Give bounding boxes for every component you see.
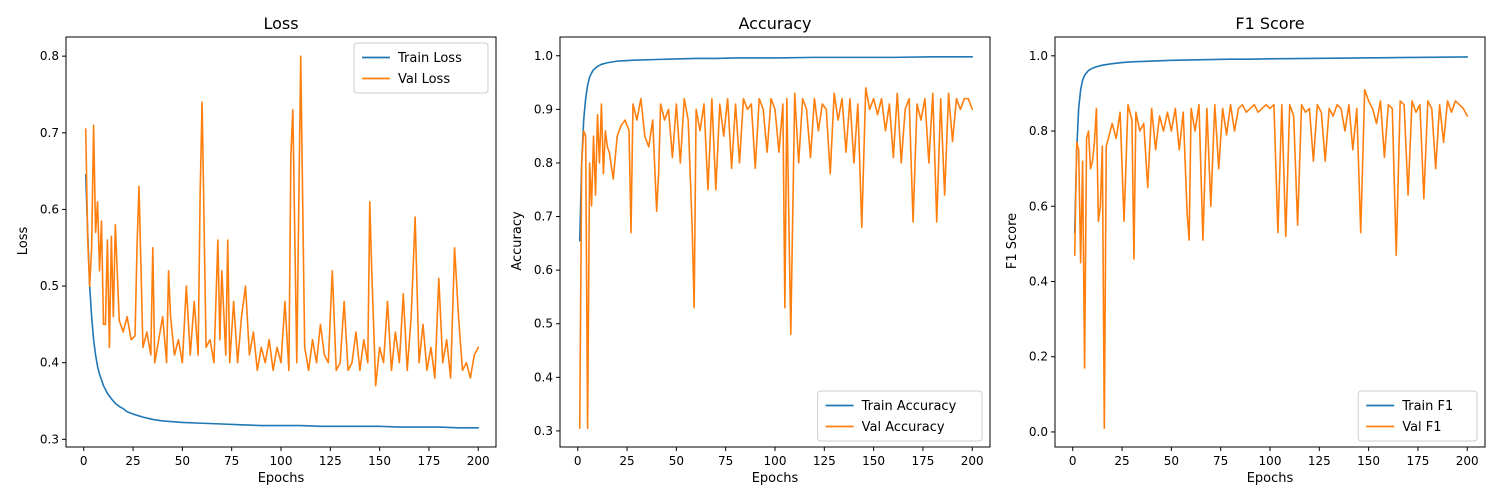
- plot-frame: [65, 36, 497, 448]
- legend-box: [817, 390, 983, 442]
- y-tick-label: 0.6: [40, 202, 59, 216]
- series-line-2: [1073, 88, 1469, 429]
- y-tick-label: 0.6: [1029, 199, 1048, 213]
- x-tick-label: 75: [224, 454, 239, 468]
- f1-score-panel: F1 Score Epochs F1 Score 0 25 50 75 100 125 15…: [1005, 14, 1486, 486]
- x-axis-label: Epochs: [1247, 471, 1294, 486]
- y-tick-label: 0.8: [534, 156, 553, 170]
- x-tick-label: 100: [270, 454, 293, 468]
- y-tick-label: 0.6: [534, 263, 553, 277]
- x-tick-label: 200: [467, 454, 490, 468]
- y-tick-label: 0.9: [534, 102, 553, 116]
- y-tick-label: 0.7: [40, 126, 59, 140]
- y-tick-label: 0.8: [1029, 124, 1048, 138]
- y-tick-label: 1.0: [534, 49, 553, 63]
- x-tick-label: 0: [1069, 454, 1077, 468]
- legend: Train Accuracy Val Accuracy: [817, 390, 983, 442]
- x-tick-label: 50: [175, 454, 190, 468]
- series-line-2: [84, 55, 480, 387]
- y-axis-label: F1 Score: [1005, 213, 1020, 269]
- legend-box: [1357, 390, 1478, 442]
- x-tick-label: 125: [1308, 454, 1331, 468]
- x-tick-label: 75: [1213, 454, 1228, 468]
- chart-title: Loss: [263, 14, 298, 33]
- x-tick-label: 100: [764, 454, 787, 468]
- x-tick-label: 125: [813, 454, 836, 468]
- x-tick-label: 150: [862, 454, 885, 468]
- x-tick-label: 175: [417, 454, 440, 468]
- series-line-1: [578, 56, 974, 242]
- legend-entry: Train F1: [1401, 399, 1453, 414]
- y-tick-label: 1.0: [1029, 49, 1048, 63]
- series-line-1: [84, 174, 480, 429]
- legend-entry: Train Loss: [397, 51, 462, 66]
- x-tick-label: 25: [619, 454, 634, 468]
- y-tick-label: 0.5: [40, 279, 59, 293]
- x-tick-label: 50: [1164, 454, 1179, 468]
- x-tick-label: 200: [1456, 454, 1479, 468]
- y-tick-label: 0.5: [534, 317, 553, 331]
- legend-entry: Val Accuracy: [862, 420, 945, 435]
- x-tick-label: 0: [80, 454, 88, 468]
- legend-entry: Val Loss: [398, 72, 450, 87]
- y-tick-label: 0.7: [534, 210, 553, 224]
- x-tick-label: 50: [669, 454, 684, 468]
- chart-title: Accuracy: [738, 14, 811, 33]
- y-axis-label: Loss: [16, 227, 31, 256]
- series-line-2: [578, 87, 974, 430]
- y-tick-label: 0.8: [40, 49, 59, 63]
- accuracy-panel: Accuracy Epochs Accuracy 0 25 50 75 100 125 15…: [510, 14, 991, 486]
- x-tick-label: 200: [961, 454, 984, 468]
- y-tick-label: 0.4: [534, 370, 553, 384]
- x-tick-label: 175: [1406, 454, 1429, 468]
- x-tick-label: 75: [718, 454, 733, 468]
- x-tick-label: 25: [1114, 454, 1129, 468]
- legend: Train Loss Val Loss: [353, 42, 489, 94]
- x-tick-label: 25: [125, 454, 140, 468]
- legend-entry: Val F1: [1402, 420, 1441, 435]
- y-tick-label: 0.0: [1029, 425, 1048, 439]
- y-tick-label: 0.3: [534, 424, 553, 438]
- series-line-1: [1073, 56, 1469, 234]
- x-axis-label: Epochs: [752, 471, 799, 486]
- plot-frame: [1054, 36, 1486, 448]
- y-tick-label: 0.4: [40, 356, 59, 370]
- y-tick-label: 0.4: [1029, 274, 1048, 288]
- legend-box: [353, 42, 489, 94]
- x-tick-label: 100: [1259, 454, 1282, 468]
- y-tick-label: 0.3: [40, 432, 59, 446]
- x-tick-label: 125: [319, 454, 342, 468]
- legend-entry: Train Accuracy: [861, 399, 957, 414]
- x-axis-label: Epochs: [258, 471, 305, 486]
- y-axis-label: Accuracy: [510, 211, 525, 271]
- x-tick-label: 150: [368, 454, 391, 468]
- y-tick-label: 0.2: [1029, 350, 1048, 364]
- legend: Train F1 Val F1: [1357, 390, 1478, 442]
- chart-title: F1 Score: [1235, 14, 1304, 33]
- x-tick-label: 175: [911, 454, 934, 468]
- x-tick-label: 0: [574, 454, 582, 468]
- x-tick-label: 150: [1357, 454, 1380, 468]
- loss-panel: Loss Epochs Loss 0 25 50 75 100 125 150 175 200 0…: [16, 14, 497, 486]
